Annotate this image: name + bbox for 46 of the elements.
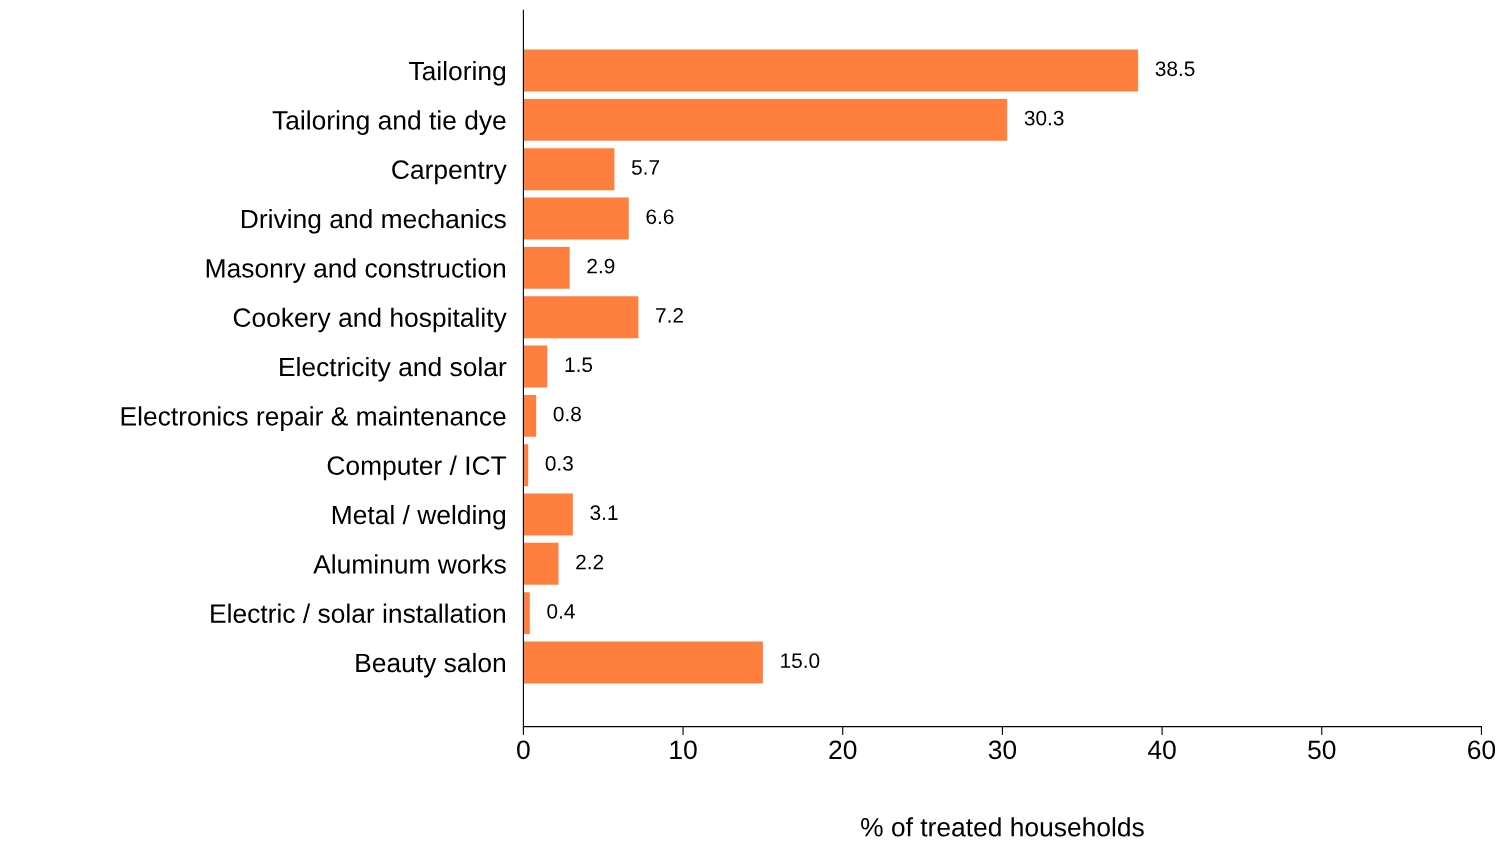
bar <box>523 296 639 339</box>
data-label: 2.9 <box>587 258 615 274</box>
data-label: 2.2 <box>576 554 604 570</box>
bar <box>523 49 1139 92</box>
y-tick-label: Beauty salon <box>356 652 506 678</box>
bar <box>523 592 530 635</box>
data-label: 3.1 <box>590 505 618 521</box>
y-tick-label: Computer / ICT <box>327 455 507 481</box>
data-label: 0.3 <box>545 456 573 471</box>
x-tick-label: 20 <box>829 740 857 760</box>
bar <box>523 98 1008 141</box>
x-tick-label: 40 <box>1148 740 1176 760</box>
data-label: 30.3 <box>1024 110 1064 126</box>
y-tick-label: Electric / solar installation <box>211 603 506 623</box>
bar <box>523 493 573 536</box>
data-label: 1.5 <box>565 357 593 373</box>
x-tick-label: 30 <box>988 740 1017 760</box>
y-tick-label: Carpentry <box>392 160 507 185</box>
y-tick-label: Driving and mechanics <box>241 208 506 234</box>
x-tick-label: 60 <box>1468 740 1496 760</box>
x-tick-label: 10 <box>670 740 697 760</box>
y-tick-label: Tailoring <box>409 61 506 86</box>
bar <box>523 148 615 191</box>
y-tick-label: Masonry and construction <box>206 258 506 283</box>
x-tick-label: 50 <box>1308 740 1336 760</box>
x-tick-label: 0 <box>517 740 530 760</box>
y-tick-label: Electricity and solar <box>280 356 507 382</box>
bar <box>523 246 570 289</box>
x-axis-title: % of treated households <box>861 817 1144 837</box>
data-label: 0.4 <box>547 603 575 619</box>
y-tick-label: Metal / welding <box>332 504 506 530</box>
data-label: 5.7 <box>631 160 659 175</box>
data-label: 38.5 <box>1155 61 1195 77</box>
data-label: 7.2 <box>656 308 683 323</box>
bar <box>523 197 629 240</box>
bar <box>523 641 763 684</box>
data-label: 15.0 <box>781 653 820 669</box>
y-tick-label: Cookery and hospitality <box>233 307 507 333</box>
y-tick-label: Tailoring and tie dye <box>272 110 506 135</box>
y-tick-label: Electronics repair & maintenance <box>121 406 506 431</box>
bar <box>523 394 537 437</box>
data-label: 6.6 <box>646 209 674 225</box>
bar <box>523 542 559 585</box>
data-label: 0.8 <box>553 406 581 422</box>
y-tick-label: Aluminum works <box>313 554 506 574</box>
bar <box>523 345 548 388</box>
